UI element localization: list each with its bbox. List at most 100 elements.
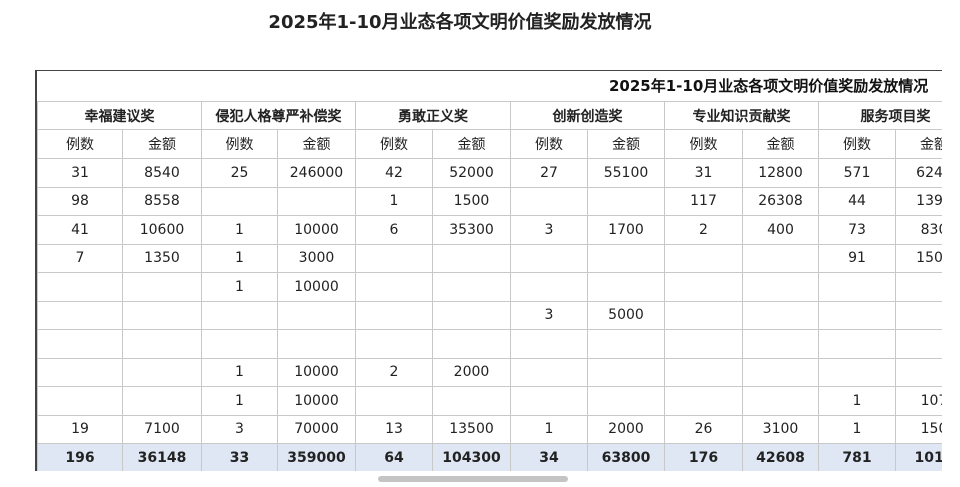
table-title: 2025年1-10月业态各项文明价值奖励发放情况	[609, 77, 929, 95]
data-cell	[510, 386, 588, 416]
data-cell	[355, 329, 433, 359]
data-cell	[587, 272, 665, 302]
data-cell	[818, 357, 896, 387]
data-cell	[355, 386, 433, 416]
data-cell	[664, 272, 743, 302]
data-cell	[277, 300, 356, 330]
data-cell: 1700	[587, 215, 665, 245]
subheader: 金额	[895, 129, 942, 159]
data-cell	[432, 272, 511, 302]
data-cell: 1350	[122, 243, 202, 273]
data-cell: 2	[664, 215, 743, 245]
data-cell	[664, 329, 743, 359]
data-cell: 10000	[277, 357, 356, 387]
data-cell	[742, 243, 819, 273]
data-cell: 1	[510, 414, 588, 444]
data-cell: 2	[355, 357, 433, 387]
data-cell: 5000	[587, 300, 665, 330]
data-cell: 1	[818, 414, 896, 444]
data-cell	[122, 386, 202, 416]
data-cell	[587, 357, 665, 387]
data-cell: 27	[510, 158, 588, 188]
data-cell: 52000	[432, 158, 511, 188]
data-cell	[37, 272, 123, 302]
data-cell: 1396	[895, 186, 942, 216]
total-cell: 176	[664, 443, 743, 471]
total-cell: 34	[510, 443, 588, 471]
data-cell	[510, 243, 588, 273]
group-header: 创新创造奖	[510, 101, 665, 130]
data-cell	[664, 300, 743, 330]
data-cell: 1	[201, 357, 278, 387]
data-cell: 1	[355, 186, 433, 216]
subheader: 例数	[664, 129, 743, 159]
total-cell: 36148	[122, 443, 202, 471]
data-cell: 3100	[742, 414, 819, 444]
data-cell: 44	[818, 186, 896, 216]
data-cell	[432, 386, 511, 416]
data-cell	[818, 300, 896, 330]
data-cell	[277, 186, 356, 216]
subheader-row: 例数金额例数金额例数金额例数金额例数金额例数金额	[37, 129, 942, 159]
total-row: 196 36148 33 359000 64 104300 34 63800 176 42608 7…	[37, 443, 942, 471]
data-cell: 13	[355, 414, 433, 444]
data-cell: 1	[818, 386, 896, 416]
data-cell: 10000	[277, 272, 356, 302]
group-header: 幸福建议奖	[37, 101, 202, 130]
table: 幸福建议奖 侵犯人格尊严补偿奖 勇敢正义奖 创新创造奖 专业知识贡献奖 服务项目奖 例数 金额…	[37, 101, 942, 471]
data-cell	[664, 357, 743, 387]
data-cell	[510, 272, 588, 302]
data-cell: 91	[818, 243, 896, 273]
total-cell: 64	[355, 443, 433, 471]
data-row: 1971003700001313500120002631001150	[37, 414, 942, 444]
data-cell	[277, 329, 356, 359]
data-cell: 8558	[122, 186, 202, 216]
scrollbar[interactable]	[378, 476, 568, 482]
data-cell: 7	[37, 243, 123, 273]
group-header: 专业知识贡献奖	[664, 101, 819, 130]
data-cell	[37, 357, 123, 387]
data-cell	[201, 329, 278, 359]
data-row: 411060011000063530031700240073830	[37, 215, 942, 245]
data-cell	[122, 329, 202, 359]
data-cell: 41	[37, 215, 123, 245]
data-cell: 3000	[277, 243, 356, 273]
data-cell	[355, 243, 433, 273]
total-cell: 63800	[587, 443, 665, 471]
data-cell: 150	[895, 414, 942, 444]
data-cell	[510, 329, 588, 359]
subheader: 金额	[432, 129, 511, 159]
total-cell: 42608	[742, 443, 819, 471]
total-cell: 359000	[277, 443, 356, 471]
data-cell: 12800	[742, 158, 819, 188]
group-header-row: 幸福建议奖 侵犯人格尊严补偿奖 勇敢正义奖 创新创造奖 专业知识贡献奖 服务项目奖	[37, 101, 942, 130]
page-title: 2025年1-10月业态各项文明价值奖励发放情况	[268, 12, 652, 33]
data-cell: 3	[510, 300, 588, 330]
data-cell	[587, 386, 665, 416]
data-row: 1 10000	[37, 272, 942, 302]
data-cell: 7100	[122, 414, 202, 444]
subheader: 金额	[587, 129, 665, 159]
data-cell: 10000	[277, 386, 356, 416]
data-cell	[37, 329, 123, 359]
data-cell	[664, 243, 743, 273]
data-cell: 8540	[122, 158, 202, 188]
subheader: 例数	[355, 129, 433, 159]
data-cell	[510, 186, 588, 216]
data-cell	[587, 243, 665, 273]
table-frame: 2025年1-10月业态各项文明价值奖励发放情况 幸福建议奖 侵犯人格尊严补偿奖勇…	[35, 70, 942, 471]
data-cell: 26	[664, 414, 743, 444]
data-cell	[587, 329, 665, 359]
data-cell	[37, 300, 123, 330]
data-cell: 13500	[432, 414, 511, 444]
data-cell	[37, 386, 123, 416]
total-cell: 1013	[895, 443, 942, 471]
data-cell	[664, 386, 743, 416]
data-cell: 246000	[277, 158, 356, 188]
subheader: 例数	[37, 129, 123, 159]
total-cell: 33	[201, 443, 278, 471]
group-header: 侵犯人格尊严补偿奖	[201, 101, 356, 130]
